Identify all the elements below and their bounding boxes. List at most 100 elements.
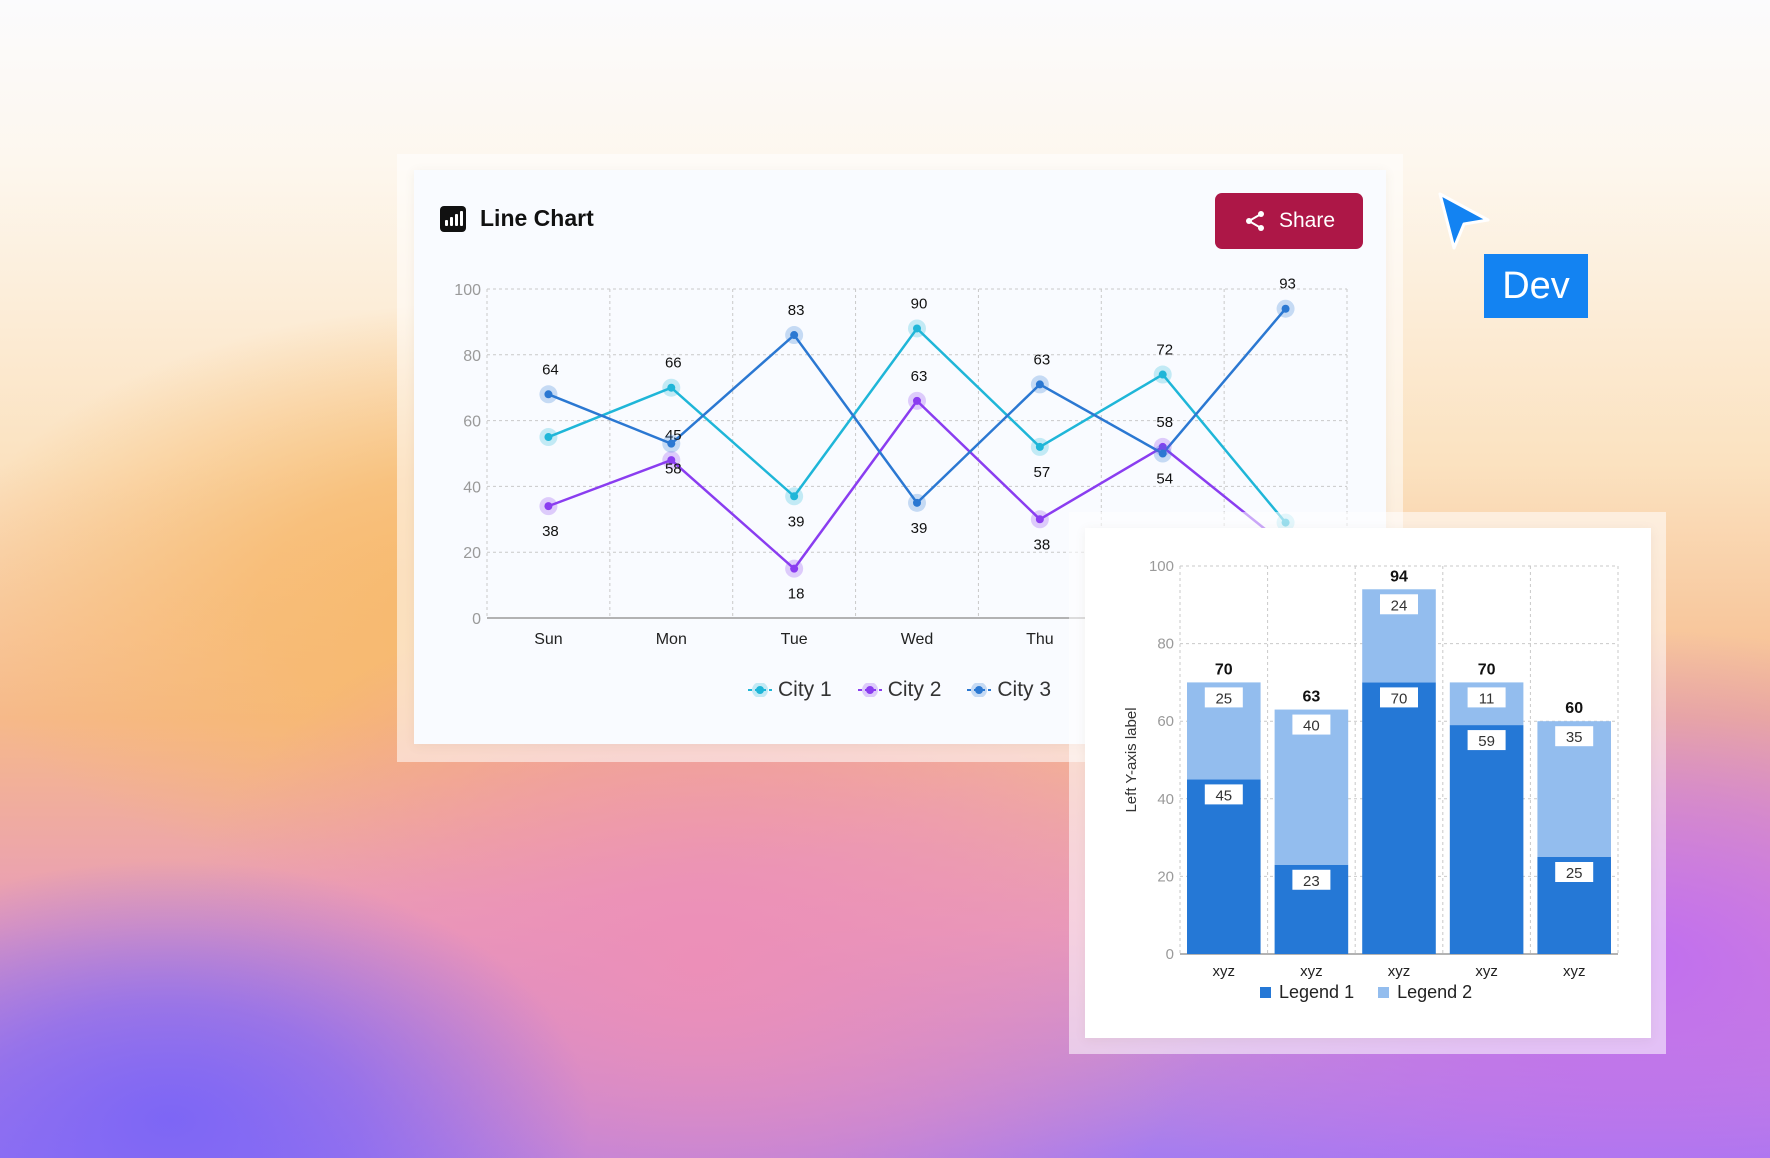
data-label: 38	[1034, 536, 1051, 553]
legend-swatch-1	[1260, 987, 1271, 998]
data-point[interactable]	[667, 439, 676, 448]
data-point[interactable]	[544, 502, 553, 511]
data-label: 63	[1034, 351, 1051, 368]
y-tick-label: 0	[472, 611, 481, 628]
bar-value-label: 45	[1215, 787, 1232, 804]
bar-value-label: 40	[1303, 718, 1320, 735]
legend-item-city-3[interactable]: City 3	[967, 678, 1051, 702]
y-tick-label: 20	[1157, 868, 1174, 885]
y-tick-label: 60	[463, 414, 481, 431]
bar-segment[interactable]	[1449, 725, 1524, 954]
y-tick-label: 100	[1149, 558, 1174, 575]
legend-item-legend-1[interactable]: Legend 1	[1260, 982, 1354, 1003]
data-label: 93	[1279, 276, 1296, 293]
data-label: 39	[788, 513, 805, 530]
data-label: 57	[1034, 464, 1051, 481]
legend-swatch-2	[1378, 987, 1390, 998]
legend-item-city-2[interactable]: City 2	[857, 678, 942, 702]
data-point[interactable]	[790, 331, 799, 340]
data-label: 90	[911, 295, 928, 312]
y-tick-label: 60	[1157, 713, 1174, 730]
data-point[interactable]	[913, 396, 921, 405]
legend-marker-city-2	[857, 683, 882, 697]
legend-label-city-1: City 1	[778, 678, 832, 701]
data-point[interactable]	[667, 383, 676, 392]
data-label: 63	[911, 368, 928, 385]
bar-value-box	[1204, 687, 1243, 708]
bar-value-box	[1467, 687, 1506, 708]
bar-value-label: 24	[1391, 597, 1408, 614]
x-tick-label: xyz	[1388, 963, 1411, 980]
data-label: 18	[788, 586, 805, 603]
legend-label-city-3: City 3	[997, 678, 1052, 701]
legend-label-1: Legend 1	[1279, 982, 1355, 1002]
share-icon	[1245, 211, 1264, 231]
data-point[interactable]	[790, 564, 799, 573]
bar-value-label: 23	[1303, 873, 1320, 890]
bar-value-label: 25	[1215, 690, 1232, 707]
bar-value-box	[1292, 869, 1331, 890]
data-label: 39	[911, 520, 928, 537]
bar-total-label: 70	[1215, 661, 1233, 678]
data-point[interactable]	[1035, 442, 1044, 451]
data-label: 64	[542, 361, 559, 378]
bar-total-label: 70	[1478, 661, 1496, 678]
legend-item-legend-2[interactable]: Legend 2	[1378, 982, 1472, 1003]
line-chart-legend: City 1 City 2 City 3	[748, 678, 1051, 702]
dev-badge: Dev	[1484, 254, 1588, 318]
bar-value-label: 59	[1478, 733, 1495, 750]
y-axis-label: Left Y-axis label	[1123, 707, 1140, 812]
data-point[interactable]	[913, 498, 921, 507]
share-label: Share	[1278, 209, 1336, 232]
bar-value-box	[1555, 726, 1594, 747]
y-tick-label: 100	[454, 282, 481, 299]
x-tick-label: Tue	[781, 631, 808, 648]
data-point[interactable]	[1035, 515, 1044, 524]
bar-chart-icon	[440, 205, 466, 232]
bar-segment[interactable]	[1362, 682, 1436, 954]
data-point[interactable]	[1158, 370, 1167, 379]
data-point[interactable]	[544, 390, 553, 399]
bar-value-box	[1292, 714, 1331, 735]
data-label: 38	[542, 523, 559, 540]
data-label: 58	[1156, 414, 1173, 431]
data-point[interactable]	[913, 324, 921, 333]
legend-item-city-1[interactable]: City 1	[748, 678, 832, 702]
y-tick-label: 80	[463, 348, 481, 365]
bar-value-box	[1204, 784, 1243, 805]
x-tick-label: xyz	[1563, 963, 1586, 980]
bar-value-label: 35	[1566, 729, 1583, 746]
data-point[interactable]	[790, 492, 799, 501]
bar-chart-legend: Legend 1 Legend 2	[1260, 982, 1472, 1003]
data-point[interactable]	[1035, 380, 1044, 389]
bar-segment[interactable]	[1187, 779, 1261, 954]
data-point[interactable]	[667, 456, 676, 465]
data-point[interactable]	[1158, 442, 1167, 451]
data-point[interactable]	[544, 433, 553, 442]
data-point[interactable]	[1281, 304, 1290, 313]
bar-total-label: 60	[1565, 700, 1583, 717]
bar-value-box	[1380, 594, 1418, 615]
y-tick-label: 40	[463, 479, 481, 496]
x-tick-label: Sun	[534, 631, 562, 648]
bar-value-box	[1467, 730, 1506, 751]
legend-label-2: Legend 2	[1397, 982, 1473, 1002]
legend-marker-city-1	[748, 683, 772, 697]
bar-value-box	[1380, 687, 1418, 708]
share-button[interactable]: Share	[1215, 193, 1363, 249]
y-tick-label: 40	[1157, 791, 1174, 808]
bar-value-label: 11	[1479, 690, 1495, 707]
y-tick-label: 20	[463, 545, 481, 562]
x-tick-label: Wed	[901, 631, 934, 648]
x-tick-label: Mon	[656, 631, 687, 648]
legend-marker-city-3	[967, 683, 992, 697]
legend-label-city-2: City 2	[887, 678, 942, 701]
cursor-arrow-icon	[1438, 192, 1490, 250]
bar-value-box	[1555, 862, 1594, 882]
bar-segment[interactable]	[1274, 709, 1349, 865]
bar-value-label: 70	[1391, 690, 1408, 707]
x-tick-label: Thu	[1026, 631, 1054, 648]
data-point[interactable]	[1158, 449, 1167, 458]
